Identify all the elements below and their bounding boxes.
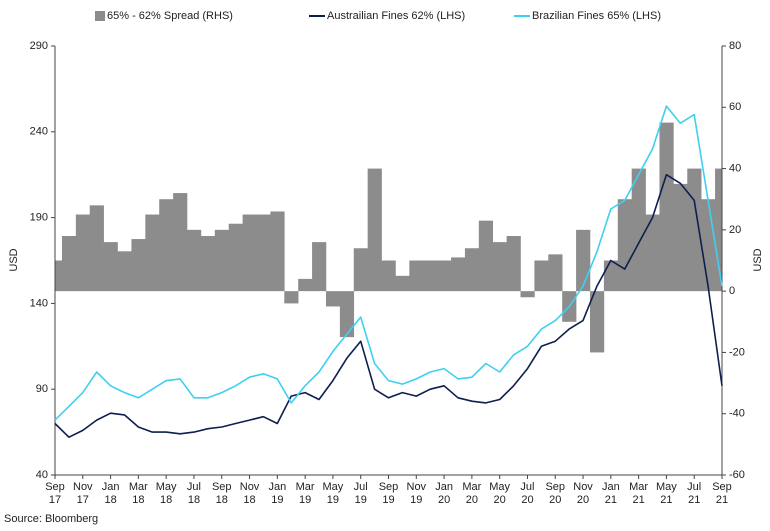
x-tick-label: Jan 19 [268,481,286,506]
y-tick-label: 290 [30,40,48,52]
spread-bar [673,183,688,292]
price-line [54,105,723,421]
spread-bar [645,214,660,292]
spread-bar [339,291,355,338]
spread-bar [381,260,396,292]
spread-bar [187,229,202,292]
spread-bar [214,229,229,292]
spread-bar [284,291,299,304]
price-line [54,173,723,438]
x-tick-label: Mar 19 [296,481,315,506]
y2-tick-label: -40 [729,408,745,420]
spread-bar [506,235,521,292]
x-tick-label: Jan 21 [602,481,620,506]
spread-bar [687,168,702,292]
spread-bar [131,239,146,292]
x-tick-label: May 19 [323,481,344,506]
spread-bar [478,220,494,292]
y-tick-label: 190 [30,212,48,224]
spread-bar [75,214,91,292]
y2-tick-label: 20 [729,224,741,236]
spread-bar [353,248,368,292]
y2-tick-label: -60 [729,469,745,481]
x-tick-label: Jul 18 [187,481,201,506]
spread-bar [256,214,271,292]
x-tick-label: Sep 19 [379,481,399,506]
x-tick-label: Nov 20 [573,481,593,506]
spread-bar [159,199,174,292]
y-tick-label: 40 [36,469,48,481]
spread-bar [437,260,452,292]
y2-axis-label: USD [752,248,764,271]
x-tick-label: May 21 [656,481,677,506]
x-tick-label: Jul 19 [354,481,368,506]
x-tick-label: May 18 [156,481,177,506]
source: Source: Bloomberg [4,513,98,525]
spread-bar [423,260,438,292]
spread-bar [173,193,188,292]
spread-bar [617,199,632,292]
spread-bar [89,205,104,292]
x-tick-label: Jul 21 [687,481,701,506]
spread-bar [228,223,243,292]
y2-tick-label: 0 [729,285,735,297]
spread-bar [325,291,341,307]
spread-bar [701,199,716,292]
spread-bar [603,260,619,292]
x-tick-label: Jul 20 [520,481,534,506]
x-tick-label: Sep 20 [545,481,565,506]
spread-bar [61,235,77,292]
y2-tick-label: 40 [729,162,741,174]
x-tick-label: Sep 18 [212,481,232,506]
spread-bar [520,291,535,298]
legend-label: Austrailian Fines 62% (LHS) [327,10,465,22]
x-tick-label: Jan 20 [435,481,453,506]
spread-bar [409,260,424,292]
spread-bar [395,275,410,292]
spread-bar [145,214,160,292]
x-tick-label: May 20 [489,481,510,506]
y-tick-label: 240 [30,126,48,138]
spread-bar [548,254,563,292]
spread-bar [492,242,507,292]
y2-tick-label: 80 [729,40,741,52]
legend-label: 65% - 62% Spread (RHS) [107,10,233,22]
spread-bar [117,251,132,292]
spread-bar [715,168,723,292]
spread-bar [367,168,382,292]
spread-bar [55,260,63,292]
legend-swatch [95,11,105,21]
spread-bar [631,168,646,292]
x-tick-label: Sep 17 [45,481,65,506]
spread-bar [200,235,216,292]
x-tick-label: Jan 18 [102,481,120,506]
spread-bar [242,214,257,292]
legend-label: Brazilian Fines 65% (LHS) [532,10,661,22]
x-tick-label: Nov 18 [240,481,260,506]
spread-bar [312,242,327,292]
y2-tick-label: 60 [729,101,741,113]
spread-bar [659,122,674,292]
spread-bar [464,248,480,292]
x-tick-label: Mar 18 [129,481,148,506]
spread-bar [589,291,605,353]
spread-bar [576,229,591,292]
spread-bar [534,260,549,292]
y2-tick-label: -20 [729,346,745,358]
x-tick-label: Mar 20 [462,481,481,506]
x-tick-label: Nov 19 [407,481,427,506]
spread-bar [103,242,118,292]
y-tick-label: 90 [36,383,48,395]
y-tick-label: 140 [30,297,48,309]
spread-bar [451,257,466,292]
y-axis-label: USD [8,248,20,271]
spread-bar [298,278,313,292]
spread-bar [270,211,285,292]
x-tick-label: Nov 17 [73,481,93,506]
x-tick-label: Mar 21 [629,481,648,506]
x-tick-label: Sep 21 [712,481,732,506]
